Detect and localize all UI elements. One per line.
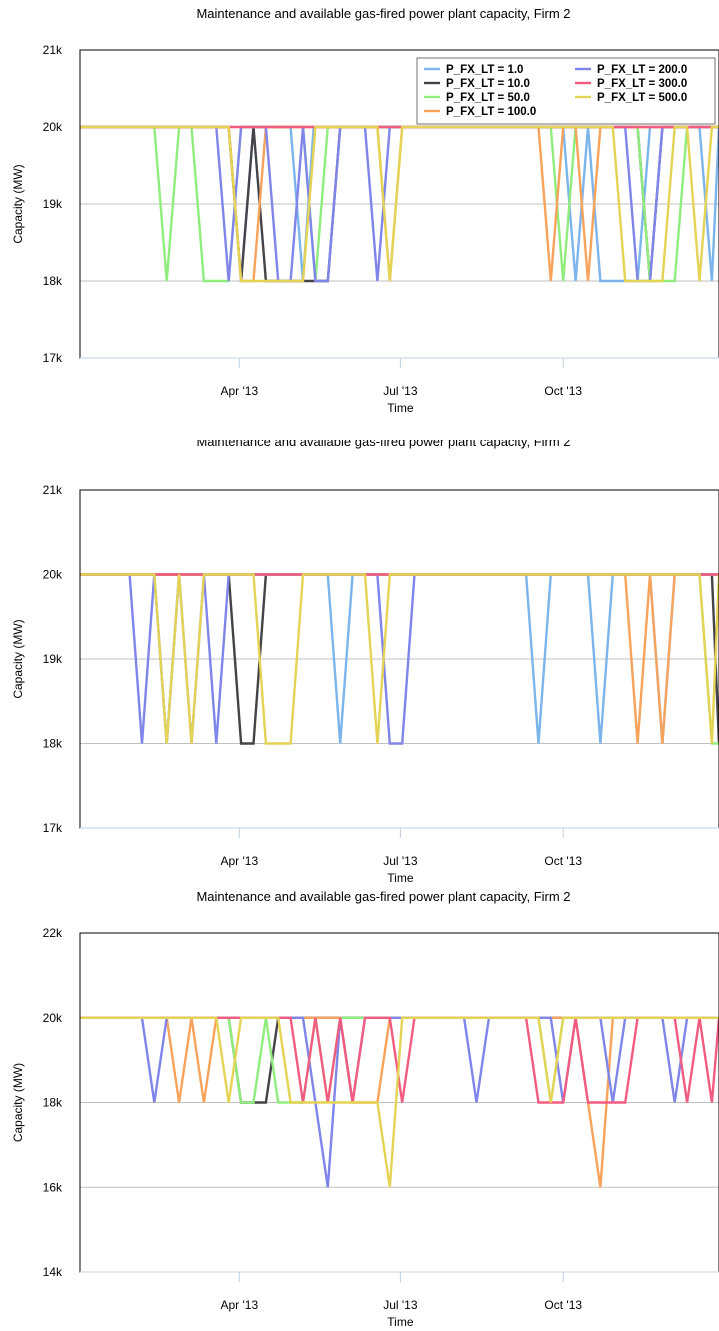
series-group [80, 125, 719, 283]
legend-item[interactable]: P_FX_LT = 100.0 [424, 106, 536, 118]
legend-item[interactable]: P_FX_LT = 200.0 [575, 64, 687, 76]
y-tick-label: 21k [43, 43, 63, 57]
x-axis-label: Time [387, 871, 414, 885]
legend-label: P_FX_LT = 100.0 [446, 106, 536, 118]
y-tick-label: 18k [43, 1096, 63, 1110]
chart-1: Maintenance and available gas-fired powe… [11, 6, 719, 415]
y-tick-label: 20k [43, 568, 63, 582]
x-tick-label: Apr '13 [220, 384, 258, 398]
y-tick-label: 20k [43, 1011, 63, 1025]
x-tick-label: Apr '13 [220, 1298, 258, 1312]
legend-label: P_FX_LT = 10.0 [446, 78, 530, 90]
y-axis-label: Capacity (MW) [11, 1063, 25, 1142]
y-tick-label: 17k [43, 351, 63, 365]
y-tick-label: 14k [43, 1265, 63, 1279]
legend: P_FX_LT = 1.0 P_FX_LT = 10.0 P_FX_LT = 50.… [416, 57, 716, 125]
series-line [80, 1016, 719, 1188]
series-line [80, 573, 719, 745]
y-axis-label: Capacity (MW) [11, 619, 25, 698]
series-group [80, 1016, 719, 1188]
legend-label: P_FX_LT = 1.0 [446, 64, 523, 76]
x-tick-label: Jul '13 [383, 1298, 418, 1312]
chart-title: Maintenance and available gas-fired powe… [196, 6, 570, 21]
chart-3: Maintenance and available gas-fired powe… [11, 889, 719, 1329]
y-tick-label: 20k [43, 120, 63, 134]
y-tick-label: 22k [43, 926, 63, 940]
legend-item[interactable]: P_FX_LT = 300.0 [575, 78, 687, 90]
chart-2: Maintenance and available gas-fired powe… [11, 440, 719, 885]
x-axis-label: Time [387, 401, 414, 415]
legend-item[interactable]: P_FX_LT = 500.0 [575, 92, 687, 104]
x-tick-label: Oct '13 [544, 854, 582, 868]
chart-title: Maintenance and available gas-fired powe… [196, 889, 570, 904]
x-tick-label: Oct '13 [544, 384, 582, 398]
x-tick-label: Apr '13 [220, 854, 258, 868]
series-group [80, 573, 719, 745]
x-tick-label: Oct '13 [544, 1298, 582, 1312]
legend-item[interactable]: P_FX_LT = 10.0 [424, 78, 530, 90]
legend-label: P_FX_LT = 50.0 [446, 92, 530, 104]
legend-label: P_FX_LT = 500.0 [597, 92, 687, 104]
y-tick-label: 18k [43, 274, 63, 288]
legend-box [416, 57, 716, 125]
y-tick-label: 19k [43, 197, 63, 211]
y-tick-label: 16k [43, 1180, 63, 1194]
series-line [80, 125, 719, 283]
legend-label: P_FX_LT = 300.0 [597, 78, 687, 90]
y-tick-label: 19k [43, 652, 63, 666]
y-tick-label: 21k [43, 483, 63, 497]
legend-label: P_FX_LT = 200.0 [597, 64, 687, 76]
y-tick-label: 17k [43, 821, 63, 835]
legend-item[interactable]: P_FX_LT = 1.0 [424, 64, 523, 76]
y-axis-label: Capacity (MW) [11, 164, 25, 243]
legend-item[interactable]: P_FX_LT = 50.0 [424, 92, 530, 104]
x-tick-label: Jul '13 [383, 854, 418, 868]
x-tick-label: Jul '13 [383, 384, 418, 398]
y-tick-label: 18k [43, 737, 63, 751]
chart-title: Maintenance and available gas-fired powe… [196, 440, 570, 449]
x-axis-label: Time [387, 1315, 414, 1329]
